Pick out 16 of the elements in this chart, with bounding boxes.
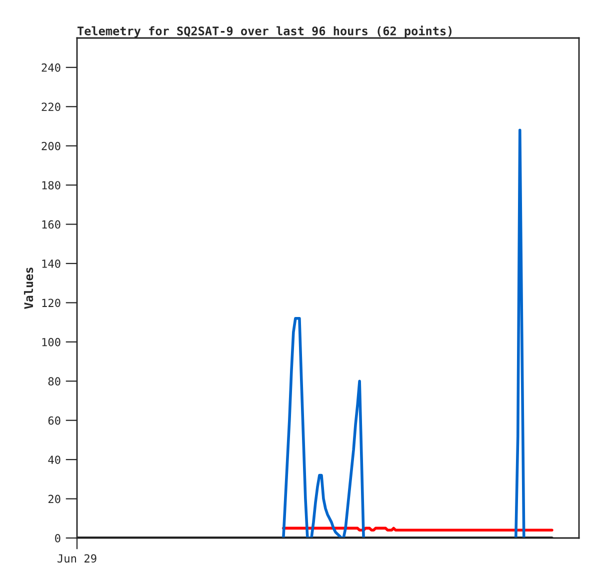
y-tick-label: 0 bbox=[55, 534, 60, 542]
y-tick-label: 100 bbox=[42, 338, 60, 346]
y-tick-label: 240 bbox=[42, 63, 60, 72]
x-tick-label: Jun 29 bbox=[58, 554, 96, 563]
y-tick-label: 220 bbox=[42, 102, 60, 112]
y-tick-label: 140 bbox=[42, 259, 60, 268]
chart-title: Telemetry for SQ2SAT-9 over last 96 hours (62 points) bbox=[78, 26, 452, 38]
y-tick-label: 80 bbox=[48, 377, 60, 386]
y-tick-label: 40 bbox=[48, 456, 60, 464]
y-tick-label: 120 bbox=[42, 298, 60, 308]
y-tick-label: 180 bbox=[42, 181, 60, 190]
y-tick-label: 60 bbox=[48, 416, 60, 425]
y-tick-label: 160 bbox=[42, 220, 60, 229]
y-tick-label: 200 bbox=[42, 142, 60, 150]
y-axis-title: Values bbox=[24, 268, 34, 309]
y-tick-label: 20 bbox=[48, 494, 60, 504]
